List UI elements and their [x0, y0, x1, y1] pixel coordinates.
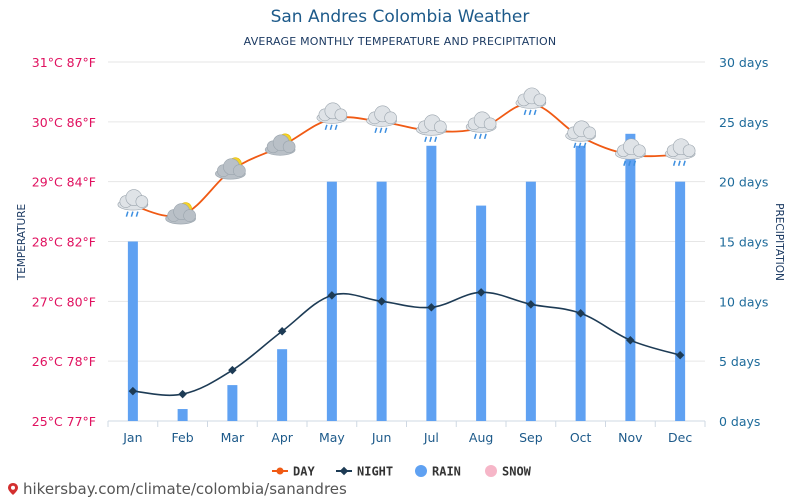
rain-bar: [326, 181, 337, 421]
rain-cloud-icon: [366, 105, 397, 134]
night-point: [377, 297, 386, 306]
legend-snow-marker: [485, 465, 497, 477]
y-left-tick-label: 30°C 86°F: [32, 115, 96, 130]
rain-bar: [177, 409, 188, 421]
footer-url: hikersbay.com/climate/colombia/sanandres: [23, 480, 347, 498]
footer-link[interactable]: hikersbay.com/climate/colombia/sanandres: [6, 480, 347, 498]
night-point: [228, 365, 237, 375]
y-right-tick-label: 25 days: [719, 115, 768, 130]
chart-title: San Andres Colombia Weather: [270, 7, 530, 27]
rain-bar: [426, 145, 437, 421]
x-tick-label: Dec: [668, 430, 692, 445]
legend-rain-label: RAIN: [432, 465, 461, 479]
y-left-tick-label: 25°C 77°F: [32, 414, 96, 429]
legend-day-label: DAY: [293, 465, 315, 479]
night-point: [675, 350, 685, 360]
chart-subtitle: AVERAGE MONTHLY TEMPERATURE AND PRECIPIT…: [243, 35, 557, 48]
night-point: [277, 327, 287, 336]
y-right-tick-label: 0 days: [719, 414, 760, 429]
y-left-tick-label: 28°C 82°F: [32, 235, 96, 250]
location-pin-icon: [8, 483, 18, 495]
rain-bar: [277, 349, 288, 421]
x-tick-label: Sep: [519, 430, 543, 445]
rain-bar: [575, 145, 586, 421]
y-right-tick-label: 20 days: [719, 175, 768, 190]
rain-bar: [476, 205, 487, 421]
night-point: [526, 300, 536, 309]
night-point: [427, 303, 436, 312]
partly-sunny-icon: [264, 133, 296, 156]
rain-bar: [625, 133, 636, 422]
night-line: [132, 291, 681, 397]
x-tick-label: Aug: [469, 430, 493, 445]
day-line: [132, 102, 681, 218]
rain-bar: [675, 181, 686, 421]
y-right-axis-title: PRECIPITATION: [773, 203, 785, 281]
partly-sunny-icon: [215, 157, 246, 180]
x-tick-label: Mar: [221, 430, 245, 445]
y-right-tick-label: 15 days: [719, 235, 768, 250]
night-point: [576, 309, 585, 318]
night-point: [476, 288, 486, 297]
night-point: [128, 386, 138, 396]
rain-cloud-icon: [316, 102, 348, 131]
partly-sunny-icon: [165, 202, 196, 225]
rain-cloud-icon: [416, 114, 447, 143]
legend-night-label: NIGHT: [357, 465, 393, 479]
rain-cloud-icon: [465, 111, 497, 140]
rain-bar: [127, 241, 138, 421]
night-point: [327, 291, 337, 300]
night-point: [178, 389, 187, 399]
rain-cloud-icon: [515, 87, 547, 116]
y-right-tick-label: 30 days: [719, 55, 768, 70]
rain-cloud-icon: [615, 138, 646, 166]
y-left-axis-title: TEMPERATURE: [16, 204, 28, 281]
x-tick-label: Apr: [271, 430, 293, 445]
y-left-tick-label: 27°C 80°F: [32, 294, 96, 309]
y-right-tick-label: 10 days: [719, 294, 768, 309]
x-tick-label: Oct: [570, 430, 592, 445]
x-tick-label: Feb: [172, 430, 194, 445]
y-left-tick-label: 31°C 87°F: [32, 55, 96, 70]
x-tick-label: Jan: [122, 430, 142, 445]
y-left-tick-label: 29°C 84°F: [32, 175, 96, 190]
rain-cloud-icon: [117, 189, 149, 217]
x-tick-label: Jun: [371, 430, 392, 445]
legend-snow-label: SNOW: [502, 465, 532, 479]
y-left-tick-label: 26°C 78°F: [32, 354, 96, 369]
x-tick-label: May: [319, 430, 345, 445]
y-right-tick-label: 5 days: [719, 354, 760, 369]
rain-cloud-icon: [565, 120, 596, 149]
legend-rain-marker: [415, 465, 427, 477]
x-tick-label: Nov: [618, 430, 643, 445]
x-tick-label: Jul: [423, 430, 439, 445]
legend-night-marker: [339, 466, 349, 476]
rain-bar: [227, 385, 238, 421]
rain-cloud-icon: [664, 138, 696, 166]
legend-day-marker: [276, 467, 284, 475]
night-point: [626, 335, 635, 345]
